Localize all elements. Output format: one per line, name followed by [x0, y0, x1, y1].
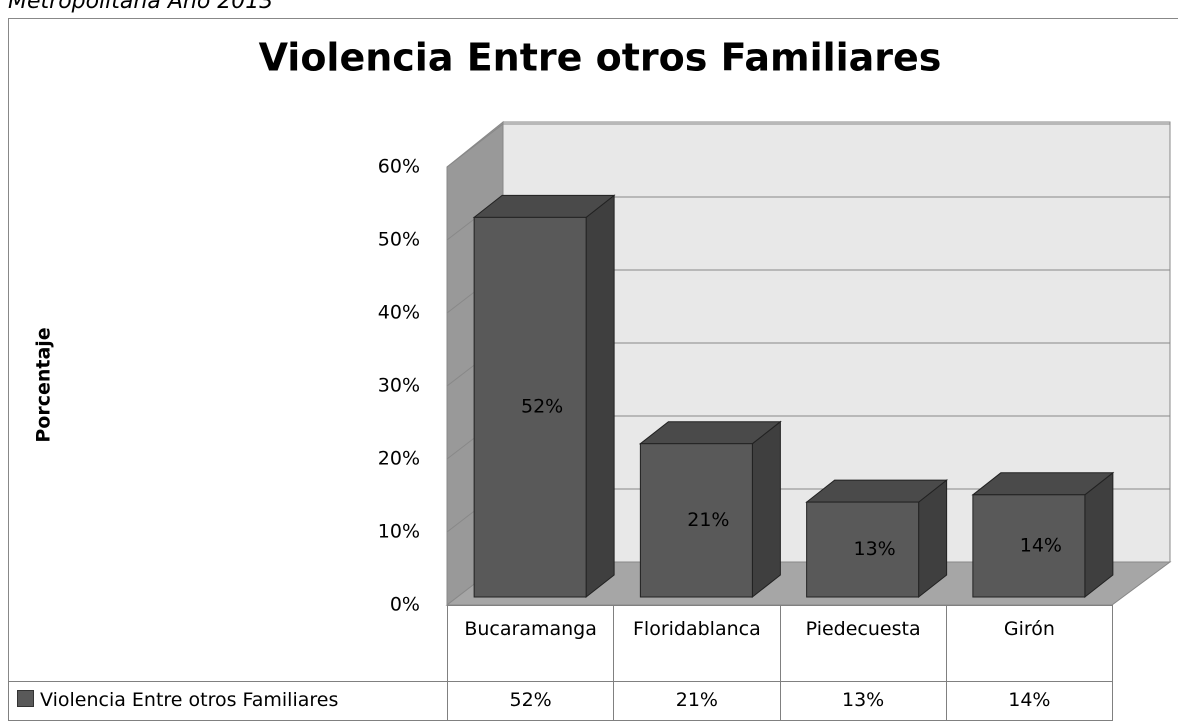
- y-tick-label: 0%: [390, 594, 420, 616]
- legend-cell: Violencia Entre otros Familiares: [8, 681, 448, 721]
- bar-side: [586, 195, 614, 597]
- bar-side: [752, 422, 780, 597]
- category-cell: Floridablanca: [613, 605, 780, 682]
- y-tick-label: 50%: [378, 229, 420, 251]
- chart-title: Violencia Entre otros Familiares: [259, 36, 942, 80]
- y-tick-label: 10%: [378, 521, 420, 543]
- value-cell: 13%: [780, 681, 947, 721]
- category-cell: Girón: [946, 605, 1113, 682]
- category-cell: Bucaramanga: [447, 605, 614, 682]
- value-cell: 14%: [946, 681, 1113, 721]
- category-cell: Piedecuesta: [780, 605, 947, 682]
- data-label: 21%: [687, 509, 729, 531]
- y-tick-label: 60%: [378, 156, 420, 178]
- data-label: 13%: [854, 538, 896, 560]
- caption: Metropolitana Año 2013: [8, 0, 273, 14]
- data-label: 52%: [521, 396, 563, 418]
- y-axis-label: Porcentaje: [33, 327, 55, 442]
- data-label: 14%: [1020, 534, 1062, 556]
- value-cell: 21%: [613, 681, 780, 721]
- legend-swatch: [17, 690, 34, 707]
- value-cell: 52%: [447, 681, 614, 721]
- y-tick-label: 20%: [378, 448, 420, 470]
- y-tick-label: 40%: [378, 302, 420, 324]
- legend-label: Violencia Entre otros Familiares: [40, 689, 338, 711]
- y-tick-label: 30%: [378, 375, 420, 397]
